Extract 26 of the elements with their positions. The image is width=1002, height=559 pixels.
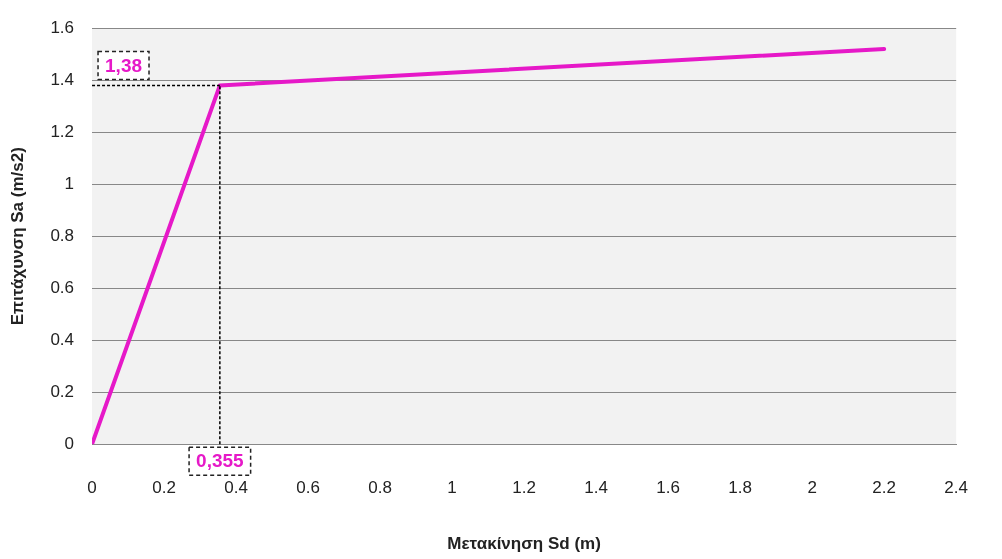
y-tick-label: 1.2 <box>50 121 75 141</box>
y-axis-title: Επιτάχυνση Sa (m/s2) <box>7 147 27 326</box>
x-tick-label: 0.8 <box>368 478 392 498</box>
x-tick-label: 0 <box>87 478 97 498</box>
y-tick-label: 0.2 <box>50 381 75 401</box>
x-tick-label: 1 <box>447 478 457 498</box>
x-tick-label: 2.4 <box>944 478 968 498</box>
y-tick-label: 1.4 <box>50 69 75 89</box>
annotation: 1,38 <box>105 54 143 76</box>
x-tick-label: 0.6 <box>296 478 320 498</box>
y-tick-label: 1.6 <box>50 17 75 37</box>
x-tick-label: 1.4 <box>584 478 608 498</box>
y-tick-label: 0.4 <box>50 329 75 349</box>
x-tick-label: 1.6 <box>656 478 680 498</box>
x-tick-label: 1.8 <box>728 478 752 498</box>
x-tick-label: 0.2 <box>152 478 176 498</box>
x-tick-label: 1.2 <box>512 478 536 498</box>
x-tick-label: 0.4 <box>224 478 248 498</box>
y-tick-label: 0 <box>64 433 75 453</box>
y-tick-label: 0.6 <box>50 277 75 297</box>
y-tick-label: 1 <box>64 173 75 193</box>
x-tick-label: 2 <box>807 478 817 498</box>
text: 0,355 <box>196 450 245 472</box>
x-axis-title: Μετακίνηση Sd (m) <box>447 534 601 554</box>
x-tick-label: 2.2 <box>872 478 896 498</box>
y-tick-label: 0.8 <box>50 225 75 245</box>
